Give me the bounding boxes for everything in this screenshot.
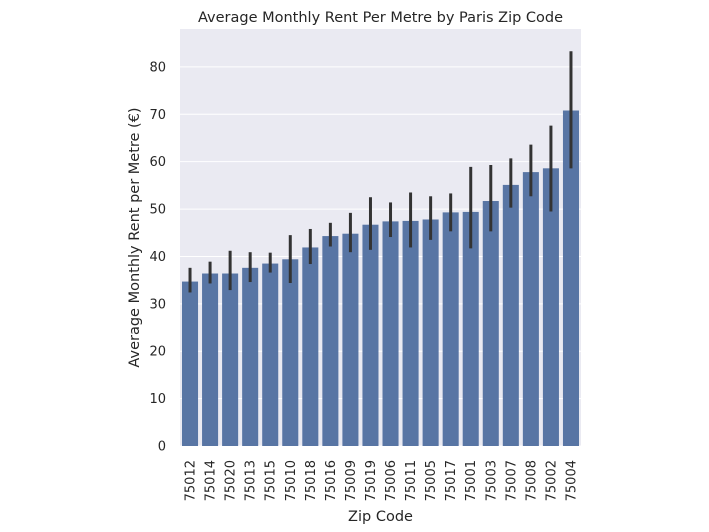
- y-tick-label: 30: [149, 297, 166, 312]
- y-axis-ticks: 0 10 20 30 40 50 60 70 80: [149, 60, 166, 454]
- x-tick-label: 75005: [424, 460, 439, 501]
- bar-75004: [562, 110, 579, 446]
- bar-75005: [422, 219, 439, 446]
- bar-75012: [182, 281, 199, 446]
- bar-75009: [342, 233, 359, 446]
- bar-75006: [382, 221, 399, 446]
- bar-75020: [222, 273, 239, 446]
- chart-title: Average Monthly Rent Per Metre by Paris …: [198, 10, 563, 26]
- bar-75003: [482, 201, 499, 446]
- x-tick-label: 75011: [404, 460, 419, 501]
- bar-75018: [302, 247, 319, 446]
- bar-75008: [522, 172, 539, 446]
- y-tick-label: 10: [149, 392, 166, 407]
- x-tick-label: 75007: [504, 460, 519, 501]
- y-tick-label: 60: [149, 155, 166, 170]
- bar-75016: [322, 236, 339, 446]
- bar-75015: [262, 263, 279, 446]
- x-tick-label: 75001: [464, 460, 479, 501]
- x-tick-label: 75018: [304, 460, 319, 501]
- y-axis-title: Average Monthly Rent per Metre (€): [127, 107, 143, 367]
- y-tick-label: 0: [158, 440, 166, 455]
- x-axis-title: Zip Code: [348, 509, 413, 525]
- bar-75014: [202, 273, 219, 446]
- bar-75017: [442, 212, 459, 446]
- bar-75001: [462, 211, 479, 446]
- x-tick-label: 75002: [544, 460, 559, 501]
- y-tick-label: 50: [149, 203, 166, 218]
- x-tick-label: 75014: [204, 460, 219, 501]
- x-tick-label: 75015: [264, 460, 279, 501]
- y-tick-label: 20: [149, 345, 166, 360]
- bar-75002: [542, 168, 559, 446]
- x-tick-label: 75012: [184, 460, 199, 501]
- x-tick-label: 75004: [564, 460, 579, 501]
- x-tick-label: 75003: [484, 460, 499, 501]
- x-tick-label: 75019: [364, 460, 379, 501]
- x-tick-label: 75013: [244, 460, 259, 501]
- x-tick-label: 75009: [344, 460, 359, 501]
- x-tick-label: 75017: [444, 460, 459, 501]
- bar-75013: [242, 267, 259, 446]
- plot-background: [180, 29, 581, 446]
- bar-75007: [502, 184, 519, 447]
- x-tick-label: 75006: [384, 460, 399, 501]
- bars: [182, 110, 579, 447]
- x-tick-label: 75010: [284, 460, 299, 501]
- x-tick-label: 75008: [524, 460, 539, 501]
- y-tick-label: 80: [149, 60, 166, 75]
- x-axis-ticks: 75012 75014 75020 75013 75015 75010 75018 75016…: [184, 460, 580, 501]
- error-bars: [188, 51, 573, 293]
- y-tick-label: 40: [149, 250, 166, 265]
- x-tick-label: 75020: [224, 460, 239, 501]
- y-tick-label: 70: [149, 108, 166, 123]
- x-tick-label: 75016: [324, 460, 339, 501]
- bar-75019: [362, 224, 379, 446]
- bar-75010: [282, 259, 299, 446]
- bar-75011: [402, 220, 419, 446]
